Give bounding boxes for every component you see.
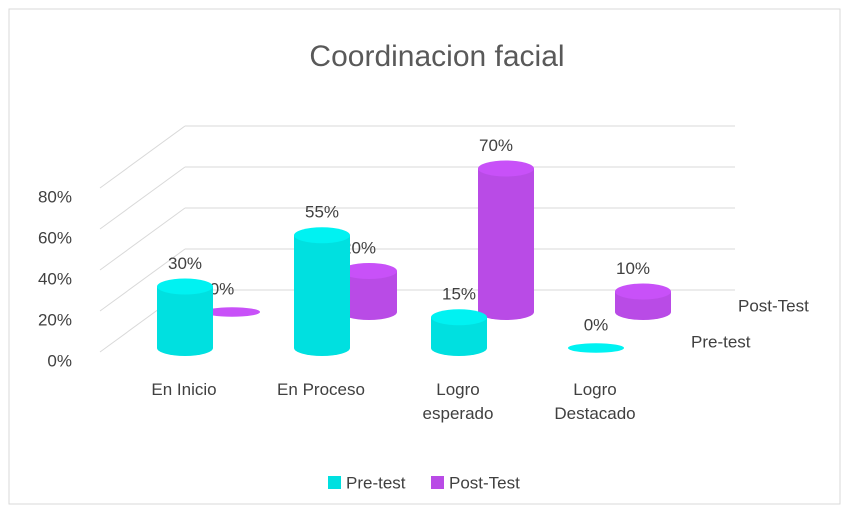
- x-tick-label: Logro Destacado: [554, 380, 636, 423]
- bar-top: [615, 283, 671, 300]
- bar: [157, 286, 213, 356]
- data-label: 55%: [305, 203, 339, 222]
- data-label: 0%: [210, 279, 235, 298]
- bar-top: [341, 263, 397, 279]
- grid-line: [99, 248, 186, 312]
- bar: [568, 343, 624, 353]
- y-tick-label: 20%: [38, 310, 72, 329]
- data-label: 30%: [168, 254, 202, 273]
- y-tick-label: 40%: [38, 269, 72, 288]
- legend-swatch: [328, 476, 341, 489]
- bar: [615, 291, 671, 320]
- series-axis-label: Post-Test: [738, 296, 809, 315]
- bar-top: [294, 227, 350, 244]
- y-tick-label: 0%: [47, 351, 72, 370]
- bar-top: [157, 278, 213, 295]
- grid-line: [99, 166, 186, 230]
- x-tick-label: Logro esperado: [422, 380, 494, 423]
- grid-line: [99, 207, 186, 271]
- bar: [204, 307, 260, 317]
- data-label: 10%: [616, 259, 650, 278]
- y-tick-label: 80%: [38, 187, 72, 206]
- bar: [294, 235, 350, 356]
- legend-swatch: [431, 476, 444, 489]
- bar-top: [478, 160, 534, 177]
- chart-frame: [8, 8, 841, 505]
- series-axis-label: Pre-test: [691, 332, 751, 351]
- bar: [431, 317, 487, 356]
- data-label: 70%: [479, 136, 513, 155]
- y-tick-label: 60%: [38, 228, 72, 247]
- legend-label: Pre-test: [346, 473, 406, 492]
- x-tick-label: En Proceso: [277, 380, 365, 399]
- data-label: 20%: [342, 238, 376, 257]
- bar: [478, 168, 534, 320]
- x-tick-label: En Inicio: [151, 380, 217, 399]
- bar-top: [431, 309, 487, 326]
- bar: [341, 271, 397, 320]
- legend-label: Post-Test: [449, 473, 520, 492]
- data-label: 0%: [584, 315, 609, 334]
- grid-line: [99, 125, 186, 189]
- data-label: 15%: [442, 285, 476, 304]
- chart-title: Coordinacion facial: [309, 40, 564, 73]
